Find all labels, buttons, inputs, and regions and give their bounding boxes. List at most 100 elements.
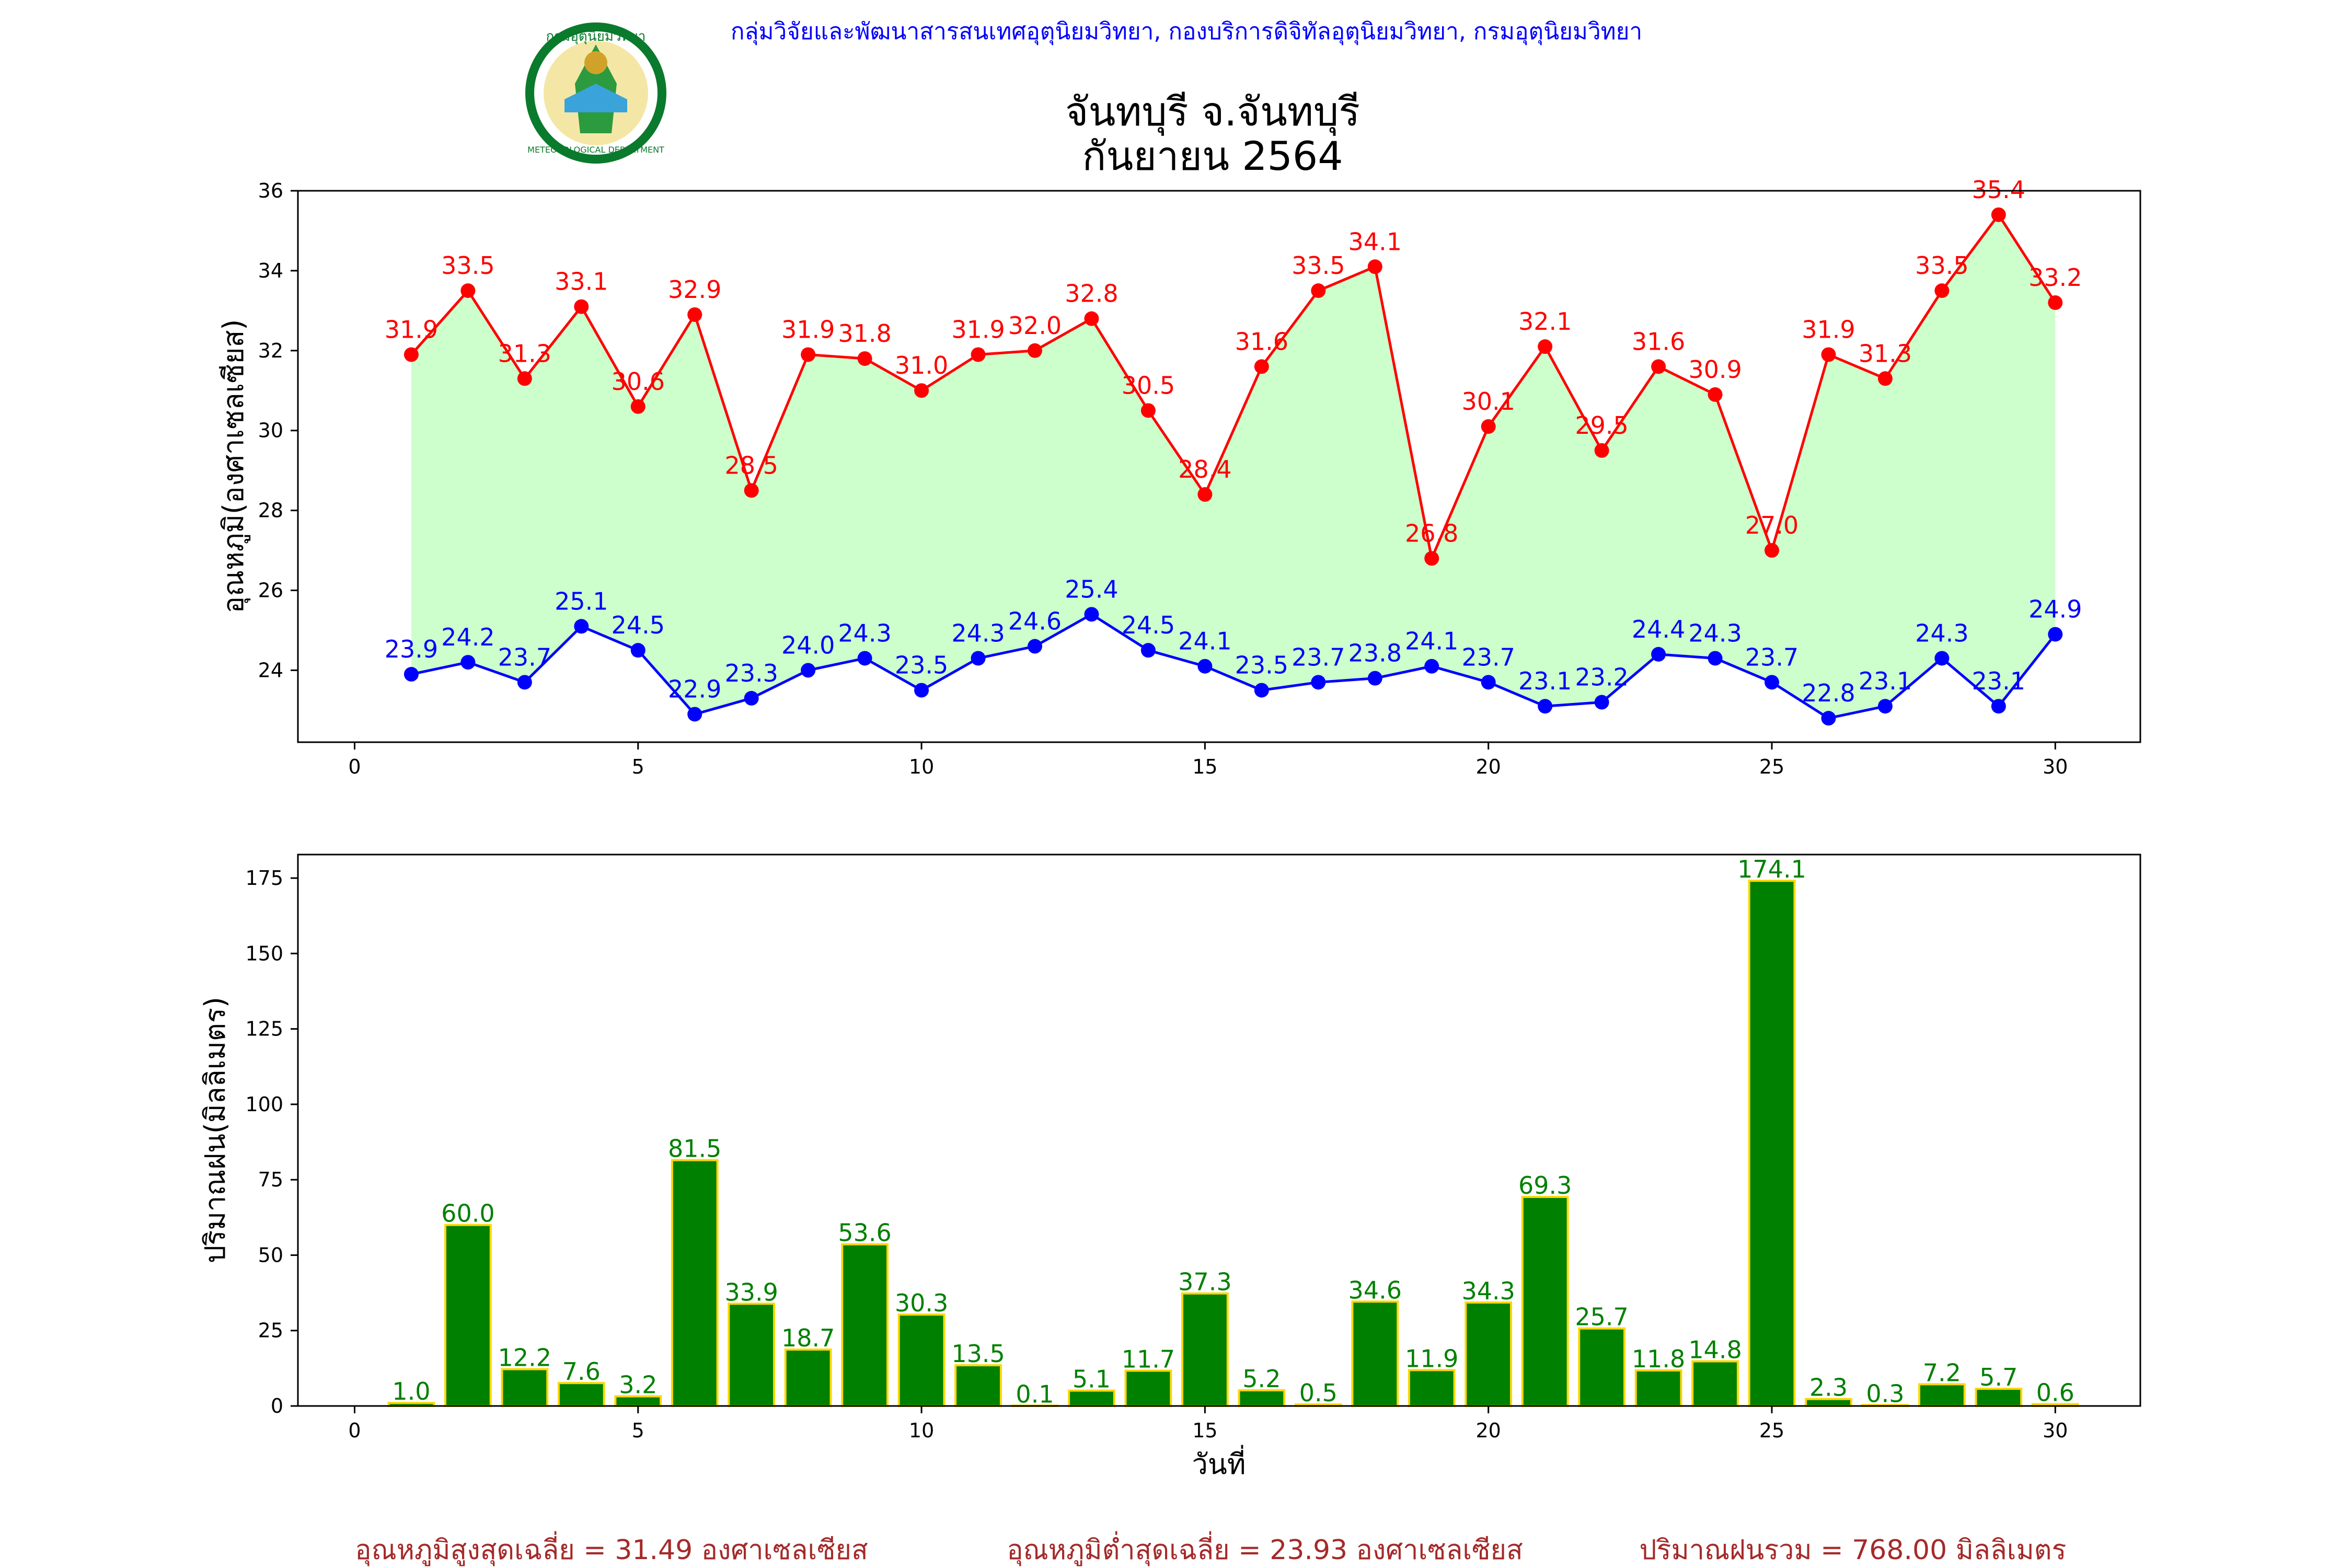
series-max-data-label: 33.5 — [1915, 251, 1968, 280]
rainfall-y-tick-label: 100 — [245, 1093, 283, 1116]
series-min-data-label: 24.3 — [1688, 619, 1742, 647]
series-min-data-label: 23.7 — [1745, 643, 1798, 671]
rainfall-x-tick-label: 20 — [1476, 1419, 1501, 1442]
series-min-point — [1028, 639, 1042, 654]
logo-text-bottom: METEOROLOGICAL DEPARTMENT — [527, 145, 664, 155]
rainfall-bar — [1634, 1369, 1682, 1407]
temperature-y-tick-label: 28 — [258, 499, 283, 522]
rainfall-data-label: 11.8 — [1632, 1345, 1685, 1373]
rainfall-data-label: 5.7 — [1979, 1363, 2017, 1391]
rainfall-data-label: 69.3 — [1518, 1171, 1572, 1200]
rainfall-data-label: 0.5 — [1299, 1379, 1338, 1407]
series-max-point — [1991, 207, 2006, 222]
footer-total-rain: ปริมาณฝนรวม = 768.00 มิลลิเมตร — [1640, 1535, 2067, 1566]
series-max-data-label: 33.5 — [1292, 251, 1345, 280]
rainfall-y-tick-label: 125 — [245, 1018, 283, 1041]
rainfall-data-label: 34.6 — [1348, 1276, 1402, 1304]
series-max-point — [1651, 359, 1666, 374]
temperature-y-tick-label: 36 — [258, 179, 283, 202]
rainfall-y-tick-label: 175 — [245, 867, 283, 890]
rainfall-data-label: 14.8 — [1688, 1336, 1742, 1364]
rainfall-data-label: 3.2 — [619, 1371, 657, 1399]
series-max-line — [410, 212, 2057, 563]
rainfall-data-label: 60.0 — [441, 1200, 494, 1228]
series-min-data-label: 23.9 — [385, 635, 438, 663]
rainfall-bar — [1691, 1360, 1739, 1407]
temperature-x-tick-label: 20 — [1476, 755, 1501, 778]
series-min-point — [1708, 651, 1723, 666]
rainfall-bar — [444, 1224, 492, 1408]
series-max-point — [1424, 551, 1439, 566]
series-max-point — [1594, 443, 1609, 458]
series-max-point — [857, 351, 872, 366]
series-max-point — [1197, 487, 1213, 502]
series-min-data-label: 24.2 — [441, 623, 494, 651]
rainfall-data-label: 11.7 — [1122, 1345, 1175, 1373]
series-max-point — [744, 483, 759, 498]
series-min-data-label: 25.1 — [555, 587, 608, 615]
series-max-data-label: 32.1 — [1518, 307, 1572, 336]
rainfall-data-label: 18.7 — [781, 1324, 835, 1352]
series-min-point — [744, 690, 759, 706]
series-max-point — [1140, 403, 1156, 418]
meteorological-department-seal-icon: กรมอุตุนิยมวิทยา METEOROLOGICAL DEPARTME… — [525, 22, 666, 164]
series-min-data-label: 22.8 — [1802, 679, 1855, 707]
series-max-data-label: 31.3 — [1859, 339, 1912, 367]
series-min-data-label: 23.5 — [895, 651, 948, 679]
series-max-point — [574, 299, 589, 314]
series-min-point — [1991, 699, 2006, 714]
rainfall-bar — [671, 1159, 719, 1408]
rainfall-y-tick-label: 75 — [258, 1168, 283, 1191]
rainfall-x-tick-label: 30 — [2043, 1419, 2068, 1442]
series-min-data-label: 24.1 — [1405, 627, 1458, 655]
series-max-point — [914, 383, 929, 398]
series-min-point — [1594, 695, 1609, 710]
series-max-point — [1254, 359, 1269, 374]
series-max-point — [801, 347, 816, 362]
rainfall-data-label: 5.2 — [1242, 1365, 1281, 1393]
series-min-point — [517, 675, 532, 690]
series-min-point — [1311, 675, 1326, 690]
series-min-line — [411, 613, 2057, 720]
series-max-point — [1311, 283, 1326, 298]
rainfall-data-label: 7.2 — [1923, 1358, 1961, 1387]
series-max-data-label: 35.4 — [1972, 176, 2025, 204]
temperature-chart: 31.933.531.333.130.632.928.531.9 31.831.0… — [217, 176, 2141, 778]
rainfall-bar — [501, 1368, 549, 1407]
series-min-point — [1538, 699, 1553, 714]
series-min-data-label: 24.0 — [781, 631, 835, 659]
series-max-point — [403, 347, 419, 362]
series-min-point — [1821, 711, 1836, 726]
series-max-point — [1877, 371, 1893, 386]
series-max-data-label: 29.5 — [1575, 411, 1628, 440]
temperature-x-tick-label: 5 — [632, 755, 644, 778]
temperature-y-tick-label: 34 — [258, 259, 283, 282]
series-max-data-label: 33.1 — [555, 268, 608, 296]
series-max-point — [1821, 347, 1836, 362]
series-min-data-label: 24.5 — [612, 611, 665, 639]
series-max-point — [630, 399, 645, 414]
series-min-data-label: 23.1 — [1859, 667, 1912, 695]
series-max-point — [1481, 419, 1496, 434]
series-min-data-label: 23.5 — [1235, 651, 1288, 679]
series-min-data-label: 23.1 — [1972, 667, 2025, 695]
rainfall-data-label: 12.2 — [498, 1344, 551, 1372]
series-max-data-label: 28.4 — [1178, 455, 1231, 483]
series-min-point — [1877, 699, 1893, 714]
series-min-data-label: 23.2 — [1575, 663, 1628, 691]
temperature-range-fill — [411, 214, 2056, 719]
chart-title-line2: กันยายน 2564 — [1082, 133, 1343, 179]
series-min-data-label: 23.7 — [1461, 643, 1515, 671]
series-max-data-label: 33.2 — [2028, 263, 2082, 292]
series-min-point — [914, 683, 929, 698]
series-max-data-label: 31.6 — [1632, 327, 1685, 355]
series-max-point — [687, 307, 702, 322]
series-max-data-label: 30.5 — [1122, 371, 1175, 399]
rainfall-x-axis-label: วันที่ — [1192, 1445, 1246, 1481]
series-max-point — [971, 347, 986, 362]
series-max-data-label: 31.9 — [1802, 315, 1855, 343]
series-min-point — [460, 655, 476, 670]
temperature-y-axis-label: อุณหภูมิ(องศาเซลเซียส) — [217, 319, 251, 614]
temperature-plot-frame — [297, 190, 2141, 743]
